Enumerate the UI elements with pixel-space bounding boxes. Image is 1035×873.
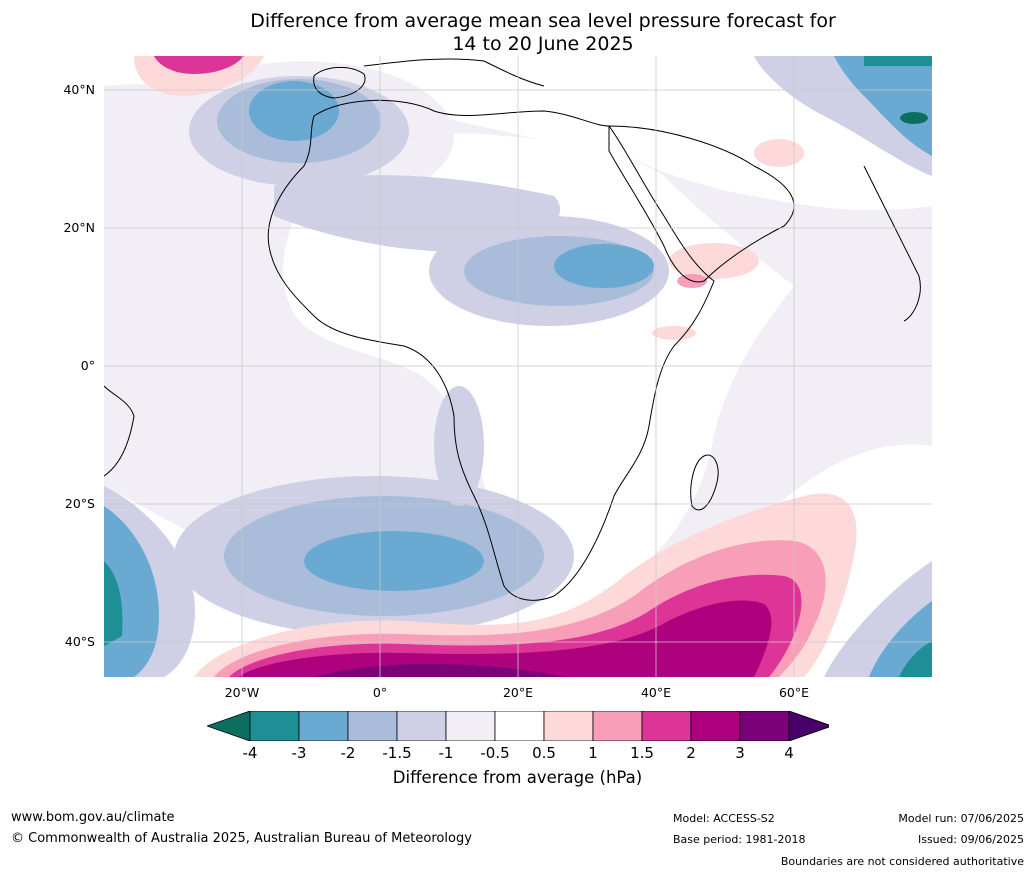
map-svg bbox=[104, 56, 932, 677]
colorbar-segment bbox=[739, 711, 790, 741]
colorbar-extend-low bbox=[207, 711, 251, 741]
colorbar-tick-label: -0.5 bbox=[480, 744, 510, 762]
map-title: Difference from average mean sea level p… bbox=[0, 10, 1035, 56]
contour-atlantic-2 bbox=[249, 81, 339, 141]
footer-model: Model: ACCESS-S2 bbox=[673, 812, 775, 825]
colorbar-tick-label: -1.5 bbox=[382, 744, 412, 762]
colorbar-label: Difference from average (hPa) bbox=[392, 768, 643, 787]
footer-website: www.bom.gov.au/climate bbox=[11, 810, 175, 825]
contour-ne-4 bbox=[900, 112, 928, 124]
colorbar-segment bbox=[249, 711, 300, 741]
lon-label-20w: 20°W bbox=[224, 685, 260, 700]
colorbar-segment bbox=[592, 711, 643, 741]
colorbar-tick-label: -3 bbox=[291, 744, 307, 762]
gridlines bbox=[104, 56, 932, 677]
colorbar-tick-label: 4 bbox=[784, 744, 794, 762]
colorbar-tick-label: -2 bbox=[340, 744, 356, 762]
contour-west-3 bbox=[104, 561, 123, 646]
colorbar bbox=[207, 711, 829, 741]
title-line-2: 14 to 20 June 2025 bbox=[452, 33, 634, 55]
colorbar-segment bbox=[396, 711, 447, 741]
colorbar-extend-high bbox=[788, 711, 829, 741]
colorbar-segment bbox=[298, 711, 349, 741]
title-line-1: Difference from average mean sea level p… bbox=[250, 10, 836, 32]
lon-label-20e: 20°E bbox=[502, 685, 534, 700]
lat-label-0: 0° bbox=[80, 358, 95, 373]
contour-somalia-pos bbox=[652, 326, 696, 340]
lat-label-20n: 20°N bbox=[63, 220, 95, 235]
colorbar-segment bbox=[641, 711, 692, 741]
colorbar-tick-label: -1 bbox=[438, 744, 454, 762]
contour-south-2 bbox=[239, 600, 772, 677]
colorbar-segment bbox=[690, 711, 741, 741]
footer-model-run: Model run: 07/06/2025 bbox=[898, 812, 1024, 825]
lat-label-40s: 40°S bbox=[64, 634, 95, 649]
footer-base-period: Base period: 1981-2018 bbox=[673, 833, 806, 846]
colorbar-tick-label: 1.5 bbox=[630, 744, 654, 762]
contour-angola bbox=[434, 386, 484, 506]
pressure-anomaly-map bbox=[104, 56, 932, 677]
contour-arabia-pos bbox=[669, 243, 759, 279]
colorbar-segment bbox=[347, 711, 398, 741]
lon-label-40e: 40°E bbox=[640, 685, 672, 700]
colorbar-segments bbox=[207, 711, 829, 741]
contour-satl-2 bbox=[304, 531, 484, 591]
colorbar-tick-label: 1 bbox=[588, 744, 598, 762]
colorbar-segment bbox=[445, 711, 496, 741]
colorbar-segment bbox=[494, 711, 545, 741]
contour-se-3 bbox=[899, 641, 932, 677]
contour-iran-pos bbox=[754, 139, 804, 167]
footer-copyright: © Commonwealth of Australia 2025, Austra… bbox=[11, 831, 472, 846]
contour-sahel-2 bbox=[554, 244, 654, 288]
footer-boundaries: Boundaries are not considered authoritat… bbox=[780, 855, 1024, 868]
footer-issued: Issued: 09/06/2025 bbox=[917, 833, 1024, 846]
lat-label-20s: 20°S bbox=[64, 496, 95, 511]
colorbar-tick-label: 3 bbox=[735, 744, 745, 762]
colorbar-tick-label: 2 bbox=[686, 744, 696, 762]
lon-label-60e: 60°E bbox=[778, 685, 810, 700]
colorbar-tick-label: 0.5 bbox=[532, 744, 556, 762]
contour-ne-2 bbox=[834, 56, 932, 156]
lat-label-40n: 40°N bbox=[63, 82, 95, 97]
lon-label-0: 0° bbox=[372, 685, 388, 700]
contour-ne-3 bbox=[864, 56, 932, 66]
contour-nw-high-2 bbox=[154, 56, 244, 74]
contour-south-3 bbox=[314, 664, 564, 677]
colorbar-segment bbox=[543, 711, 594, 741]
colorbar-tick-label: -4 bbox=[242, 744, 258, 762]
